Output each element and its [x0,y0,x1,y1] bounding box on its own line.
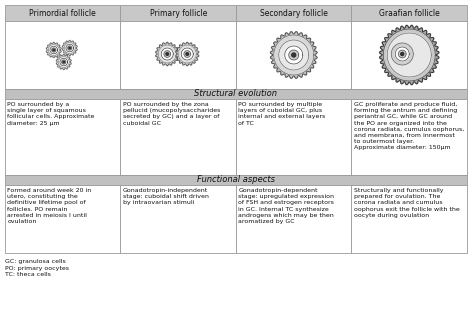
Text: Functional aspects: Functional aspects [197,175,275,184]
Polygon shape [56,54,71,70]
Polygon shape [184,51,191,57]
Polygon shape [270,32,317,78]
Polygon shape [62,40,77,56]
Text: Gonadotropin-dependent
stage: upregulated expression
of FSH and estrogen recepto: Gonadotropin-dependent stage: upregulate… [238,188,335,224]
Polygon shape [58,56,69,67]
Polygon shape [48,44,59,55]
Polygon shape [176,42,199,66]
Polygon shape [181,48,193,60]
Polygon shape [52,48,56,52]
Polygon shape [50,46,57,54]
Bar [120,21,236,89]
Polygon shape [53,49,55,51]
Text: Primordial follicle: Primordial follicle [29,8,96,17]
Bar [120,185,236,253]
Bar [352,99,467,175]
Text: Graafian follicle: Graafian follicle [379,8,439,17]
Bar [120,99,236,175]
Polygon shape [66,44,73,52]
Polygon shape [391,43,413,65]
Polygon shape [289,50,299,60]
Polygon shape [274,35,314,75]
Bar [5,21,120,89]
Polygon shape [395,47,409,61]
Bar [352,21,467,89]
Polygon shape [164,51,171,57]
Polygon shape [63,61,64,63]
Polygon shape [46,42,61,58]
Bar [352,185,467,253]
Polygon shape [279,40,309,70]
Bar [236,21,352,89]
Polygon shape [62,60,66,64]
Text: PO surrounded by a
single layer of squamous
follicular cells. Approximate
diamet: PO surrounded by a single layer of squam… [8,102,95,126]
Bar [352,5,467,21]
Text: Formed around week 20 in
utero, constituting the
definitive lifetime pool of
fol: Formed around week 20 in utero, constitu… [8,188,92,224]
Polygon shape [401,52,404,55]
Text: GC proliferate and produce fluid,
forming the antrum and defining
periantral GC,: GC proliferate and produce fluid, formin… [354,102,464,150]
Polygon shape [161,48,173,60]
Polygon shape [64,42,75,53]
Polygon shape [155,42,179,66]
Text: Primary follicle: Primary follicle [150,8,207,17]
Bar [236,185,352,253]
Polygon shape [68,46,72,50]
Bar [236,5,352,21]
Polygon shape [158,45,176,63]
Bar [5,175,467,185]
Polygon shape [380,25,439,85]
Text: PO surrounded by multiple
layers of cuboidal GC, plus
internal and external laye: PO surrounded by multiple layers of cubo… [238,102,326,126]
Polygon shape [186,53,189,55]
Polygon shape [399,50,406,58]
Bar [5,99,120,175]
Bar [5,5,120,21]
Text: Gonadotropin-independent
stage: cuboidal shift driven
by intraovarian stimuli: Gonadotropin-independent stage: cuboidal… [123,188,209,205]
Polygon shape [383,29,435,81]
Bar [5,89,467,99]
Bar [5,185,120,253]
Text: PO surrounded by the zona
pellucid (mucopolysaccharides
secreted by GC) and a la: PO surrounded by the zona pellucid (muco… [123,102,220,126]
Polygon shape [285,46,303,64]
Text: Secondary follicle: Secondary follicle [260,8,328,17]
Polygon shape [69,47,71,49]
Polygon shape [166,53,169,55]
Polygon shape [387,33,431,77]
Polygon shape [178,45,196,63]
Text: Structurally and functionally
prepared for ovulation. The
corona radiata and cum: Structurally and functionally prepared f… [354,188,460,218]
Text: GC: granulosa cells
PO: primary oocytes
TC: theca cells: GC: granulosa cells PO: primary oocytes … [5,259,69,277]
Bar [120,5,236,21]
Polygon shape [60,58,68,66]
Polygon shape [292,53,296,57]
Bar [236,99,352,175]
Text: Structural evolution: Structural evolution [194,90,277,99]
